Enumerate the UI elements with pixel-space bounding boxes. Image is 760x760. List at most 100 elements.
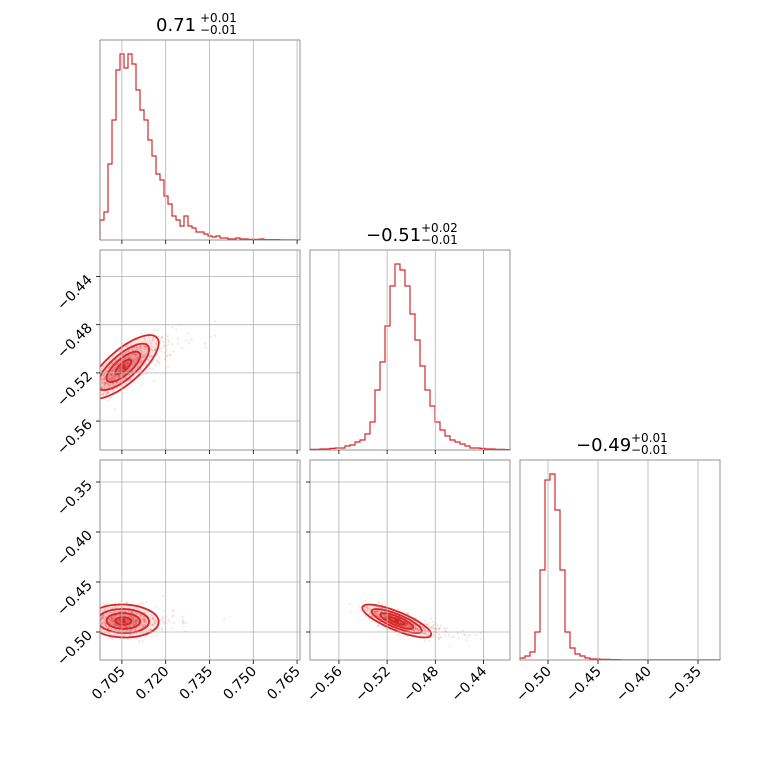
sample-point	[404, 621, 406, 623]
sample-point	[135, 622, 137, 624]
panel-title-value-1: −0.51	[366, 225, 421, 246]
sample-point	[83, 621, 85, 623]
sample-point	[102, 616, 104, 619]
sample-point	[445, 631, 447, 634]
sample-point	[387, 618, 390, 621]
sample-point	[111, 615, 114, 618]
sample-point	[144, 356, 146, 358]
sample-point	[406, 622, 409, 625]
sample-point	[366, 607, 368, 609]
sample-point	[433, 624, 435, 626]
sample-point	[393, 619, 395, 622]
x-tick-label: −0.35	[663, 664, 705, 706]
sample-point	[167, 366, 169, 369]
sample-point	[124, 371, 126, 374]
sample-point	[380, 606, 383, 609]
sample-point	[110, 617, 113, 619]
sample-point	[134, 621, 136, 623]
sample-point	[112, 370, 114, 372]
sample-point	[131, 370, 134, 373]
sample-point	[374, 610, 377, 613]
sample-point	[135, 623, 138, 626]
sample-point	[119, 620, 121, 623]
sample-point	[109, 384, 111, 387]
sample-point	[375, 611, 378, 613]
sample-point	[182, 618, 184, 621]
sample-point	[109, 397, 111, 399]
sample-point	[128, 373, 130, 375]
sample-point	[438, 635, 441, 638]
sample-point	[96, 381, 98, 383]
sample-point	[384, 616, 387, 619]
sample-point	[376, 606, 379, 608]
histogram-0	[99, 53, 301, 241]
sample-point	[375, 610, 377, 613]
sample-point	[142, 359, 145, 362]
sample-point	[156, 329, 158, 331]
sample-point	[94, 635, 96, 637]
sample-point	[115, 624, 118, 626]
sample-point	[159, 339, 161, 342]
sample-point	[125, 601, 128, 604]
sample-point	[142, 373, 145, 375]
sample-point	[142, 626, 145, 628]
sample-point	[108, 621, 111, 624]
sample-point	[100, 378, 102, 380]
sample-point	[104, 382, 107, 385]
sample-point	[125, 349, 128, 352]
sample-point	[398, 624, 401, 627]
sample-point	[404, 624, 406, 627]
sample-point	[111, 376, 113, 379]
sample-point	[132, 361, 135, 363]
sample-point	[368, 608, 371, 611]
sample-point	[122, 369, 124, 371]
sample-point	[171, 615, 174, 618]
sample-point	[114, 614, 116, 617]
sample-point	[86, 619, 88, 621]
sample-point	[149, 628, 152, 631]
sample-point	[388, 619, 390, 622]
sample-point	[418, 629, 421, 631]
y-tick-label: −0.44	[54, 272, 96, 314]
sample-point	[123, 634, 125, 637]
sample-point	[119, 356, 122, 359]
sample-point	[172, 609, 175, 611]
sample-point	[419, 623, 421, 626]
sample-point	[125, 622, 128, 625]
sample-point	[139, 613, 142, 615]
sample-point	[130, 628, 132, 631]
sample-point	[125, 625, 128, 628]
sample-point	[125, 626, 128, 628]
sample-point	[134, 363, 136, 366]
sample-point	[143, 620, 146, 623]
sample-point	[150, 348, 153, 350]
sample-point	[126, 361, 129, 364]
histogram-1	[309, 263, 511, 451]
sample-point	[131, 611, 133, 614]
sample-point	[384, 613, 387, 616]
sample-point	[134, 619, 136, 622]
sample-point	[404, 618, 407, 620]
sample-point	[210, 336, 212, 338]
sample-point	[171, 326, 174, 329]
sample-point	[407, 616, 410, 619]
sample-point	[142, 618, 145, 620]
sample-point	[127, 619, 130, 622]
sample-point	[128, 616, 130, 619]
sample-point	[98, 623, 100, 625]
sample-point	[149, 629, 152, 631]
sample-point	[132, 625, 134, 627]
sample-point	[163, 617, 166, 620]
sample-point	[110, 619, 113, 622]
sample-point	[107, 627, 109, 629]
sample-point	[433, 627, 435, 630]
sample-point	[110, 623, 112, 625]
sample-point	[427, 633, 429, 636]
sample-point	[358, 605, 360, 607]
sample-point	[223, 618, 226, 620]
sample-point	[109, 387, 111, 389]
sample-point	[103, 377, 106, 379]
sample-point	[378, 621, 381, 623]
sample-point	[124, 610, 126, 612]
sample-point	[145, 346, 147, 349]
